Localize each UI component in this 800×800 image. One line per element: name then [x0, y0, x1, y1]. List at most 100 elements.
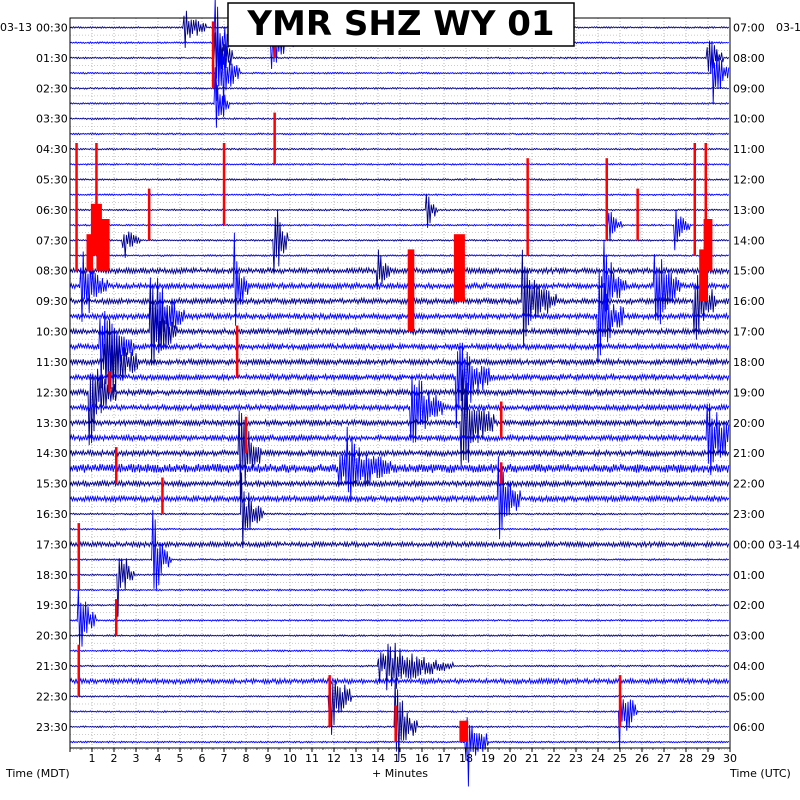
clipped-event: [500, 401, 503, 438]
left-hour-label: 19:30: [36, 599, 68, 612]
x-tick-label: 21: [525, 752, 539, 765]
left-hour-label: 20:30: [36, 630, 68, 643]
clipped-event: [636, 188, 639, 241]
trace-row: [69, 19, 730, 106]
trace-row: [69, 368, 730, 446]
clipped-event: [699, 249, 708, 302]
clipped-event: [115, 599, 118, 636]
x-tick-label: 11: [305, 752, 319, 765]
x-tick-label: 17: [437, 752, 451, 765]
left-hour-label: 17:30: [36, 538, 68, 551]
trace-row: [69, 318, 730, 400]
trace-row: [69, 717, 730, 787]
left-hour-label: 10:30: [36, 326, 68, 339]
clipped-event: [86, 234, 94, 271]
clipped-event: [211, 21, 215, 89]
right-hour-label: 11:00: [733, 143, 765, 156]
trace-row: [69, 642, 730, 691]
x-tick-label: 5: [177, 752, 184, 765]
left-axis-label: Time (MDT): [5, 767, 70, 780]
trace-row: [69, 31, 730, 87]
trace-row: [69, 603, 730, 607]
x-axis-label: + Minutes: [372, 767, 428, 780]
right-hour-label: 12:00: [733, 174, 765, 187]
right-date-label: 03-1: [776, 21, 800, 34]
trace-row: [69, 527, 730, 531]
trace-row: [69, 587, 730, 647]
left-hour-label: 07:30: [36, 234, 68, 247]
trace-row: [69, 86, 730, 90]
right-hour-label: 15:00: [733, 265, 765, 278]
left-hour-label: 08:30: [36, 265, 68, 278]
right-hour-label: 10:00: [733, 113, 765, 126]
left-hour-label: 14:30: [36, 447, 68, 460]
right-hour-label: 13:00: [733, 204, 765, 217]
trace-row: [69, 558, 730, 617]
x-tick-label: 14: [371, 752, 385, 765]
x-tick-label: 1: [89, 752, 96, 765]
left-hour-label: 06:30: [36, 204, 68, 217]
clipped-event: [161, 477, 164, 514]
trace-row: [69, 588, 730, 592]
right-hour-label: 05:00: [733, 690, 765, 703]
trace-row: [69, 680, 730, 762]
trace-row: [69, 479, 730, 489]
trace-row: [69, 342, 730, 429]
left-hour-label: 16:30: [36, 508, 68, 521]
right-hour-label: 17:00: [733, 326, 765, 339]
trace-row: [69, 193, 730, 228]
x-tick-label: 23: [569, 752, 583, 765]
clipped-event: [605, 158, 608, 241]
clipped-event: [459, 720, 469, 742]
trace-row: [69, 249, 730, 290]
right-hour-label: 04:00: [733, 660, 765, 673]
x-tick-label: 25: [613, 752, 627, 765]
x-tick-label: 20: [503, 752, 517, 765]
trace-row: [69, 426, 730, 502]
right-axis-label: Time (UTC): [729, 767, 791, 780]
chart-title: YMR SHZ WY 01: [246, 4, 554, 44]
trace-row: [69, 147, 730, 151]
trace-row: [69, 117, 730, 121]
x-tick-label: 19: [481, 752, 495, 765]
x-tick-label: 6: [199, 752, 206, 765]
left-hour-label: 04:30: [36, 143, 68, 156]
trace-row: [69, 410, 730, 500]
right-hour-label: 06:00: [733, 721, 765, 734]
trace-row: [69, 633, 730, 638]
clipped-event: [147, 188, 151, 241]
right-hour-label: 00:00 03-14: [733, 538, 800, 551]
clipped-events: [75, 21, 713, 742]
clipped-event: [453, 234, 465, 302]
clipped-event: [394, 705, 397, 742]
x-tick-label: 7: [221, 752, 228, 765]
clipped-event: [95, 143, 98, 241]
trace-row: [69, 162, 730, 166]
x-tick-label: 22: [547, 752, 561, 765]
trace-row: [69, 67, 730, 128]
grid: [70, 18, 730, 750]
clipped-event: [273, 112, 276, 165]
trace-row: [69, 209, 730, 251]
trace-row: [69, 369, 730, 467]
trace-row: [69, 310, 730, 389]
right-hour-label: 23:00: [733, 508, 765, 521]
left-hour-label: 23:30: [36, 721, 68, 734]
trace-row: [69, 285, 730, 365]
clipped-event: [693, 143, 696, 256]
x-tick-label: 24: [591, 752, 605, 765]
clipped-event: [77, 644, 80, 697]
trace-row: [69, 177, 730, 182]
right-hour-label: 18:00: [733, 356, 765, 369]
left-hour-label: 11:30: [36, 356, 68, 369]
right-hour-label: 09:00: [733, 82, 765, 95]
x-tick-label: 3: [133, 752, 140, 765]
trace-row: [69, 456, 730, 540]
clipped-event: [235, 325, 239, 378]
right-hour-label: 01:00: [733, 569, 765, 582]
right-hour-label: 21:00: [733, 447, 765, 460]
right-hour-label: 08:00: [733, 52, 765, 65]
left-hour-label: 09:30: [36, 295, 68, 308]
trace-row: [69, 472, 730, 549]
